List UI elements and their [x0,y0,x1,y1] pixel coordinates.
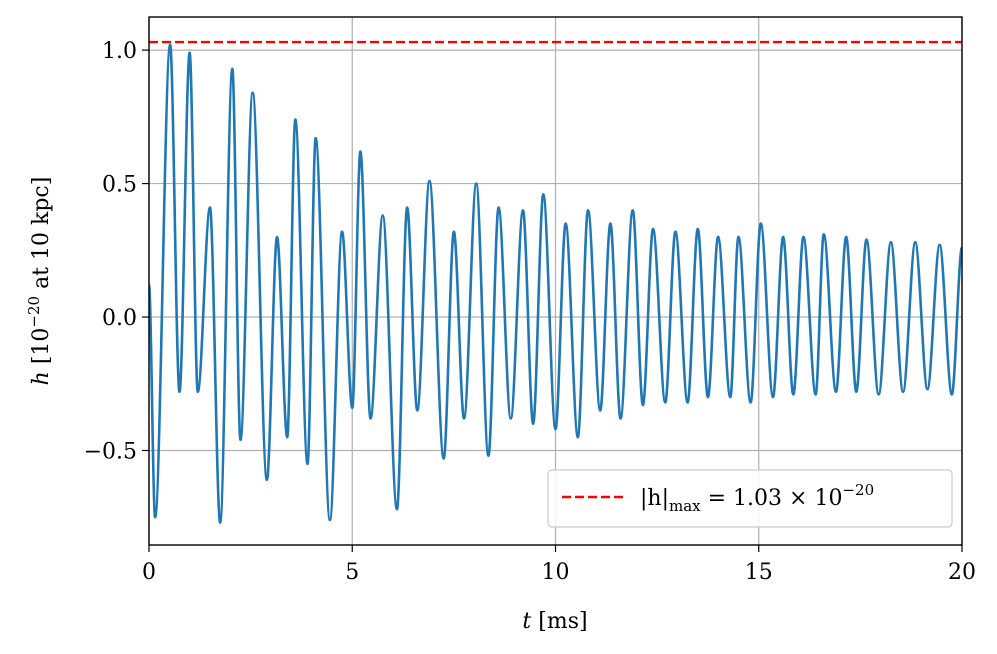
legend-label-part: −20 [842,481,874,499]
x-label-var: t [522,609,531,634]
x-tick-label: 20 [948,560,976,585]
x-tick-label: 5 [345,560,359,585]
x-tick-label: 0 [142,560,156,585]
y-label-var: h [29,371,54,385]
y-tick-label: 1.0 [102,39,137,64]
waveform-line [149,43,962,524]
y-label-exp: −20 [25,296,43,328]
x-label-unit: [ms] [531,609,587,634]
legend-label-part: = 1.03 × 10 [701,486,843,511]
legend-label: |h|max = 1.03 × 10−20 [640,481,874,515]
x-axis-label: t [ms] [522,609,587,634]
legend-box [547,469,953,528]
legend-label-part: |h| [640,486,669,511]
y-tick-label: 0.0 [102,306,137,331]
legend-label-part: max [669,497,701,515]
y-label-rest: at 10 kpc] [29,177,54,296]
y-tick-label: 0.5 [102,173,137,198]
y-tick-label: −0.5 [84,440,137,465]
y-label-unit: [10 [29,328,54,372]
x-tick-label: 10 [542,560,570,585]
y-axis-label: h [10−20 at 10 kpc] [25,177,54,386]
x-tick-label: 15 [745,560,773,585]
plot-frame [148,16,963,546]
